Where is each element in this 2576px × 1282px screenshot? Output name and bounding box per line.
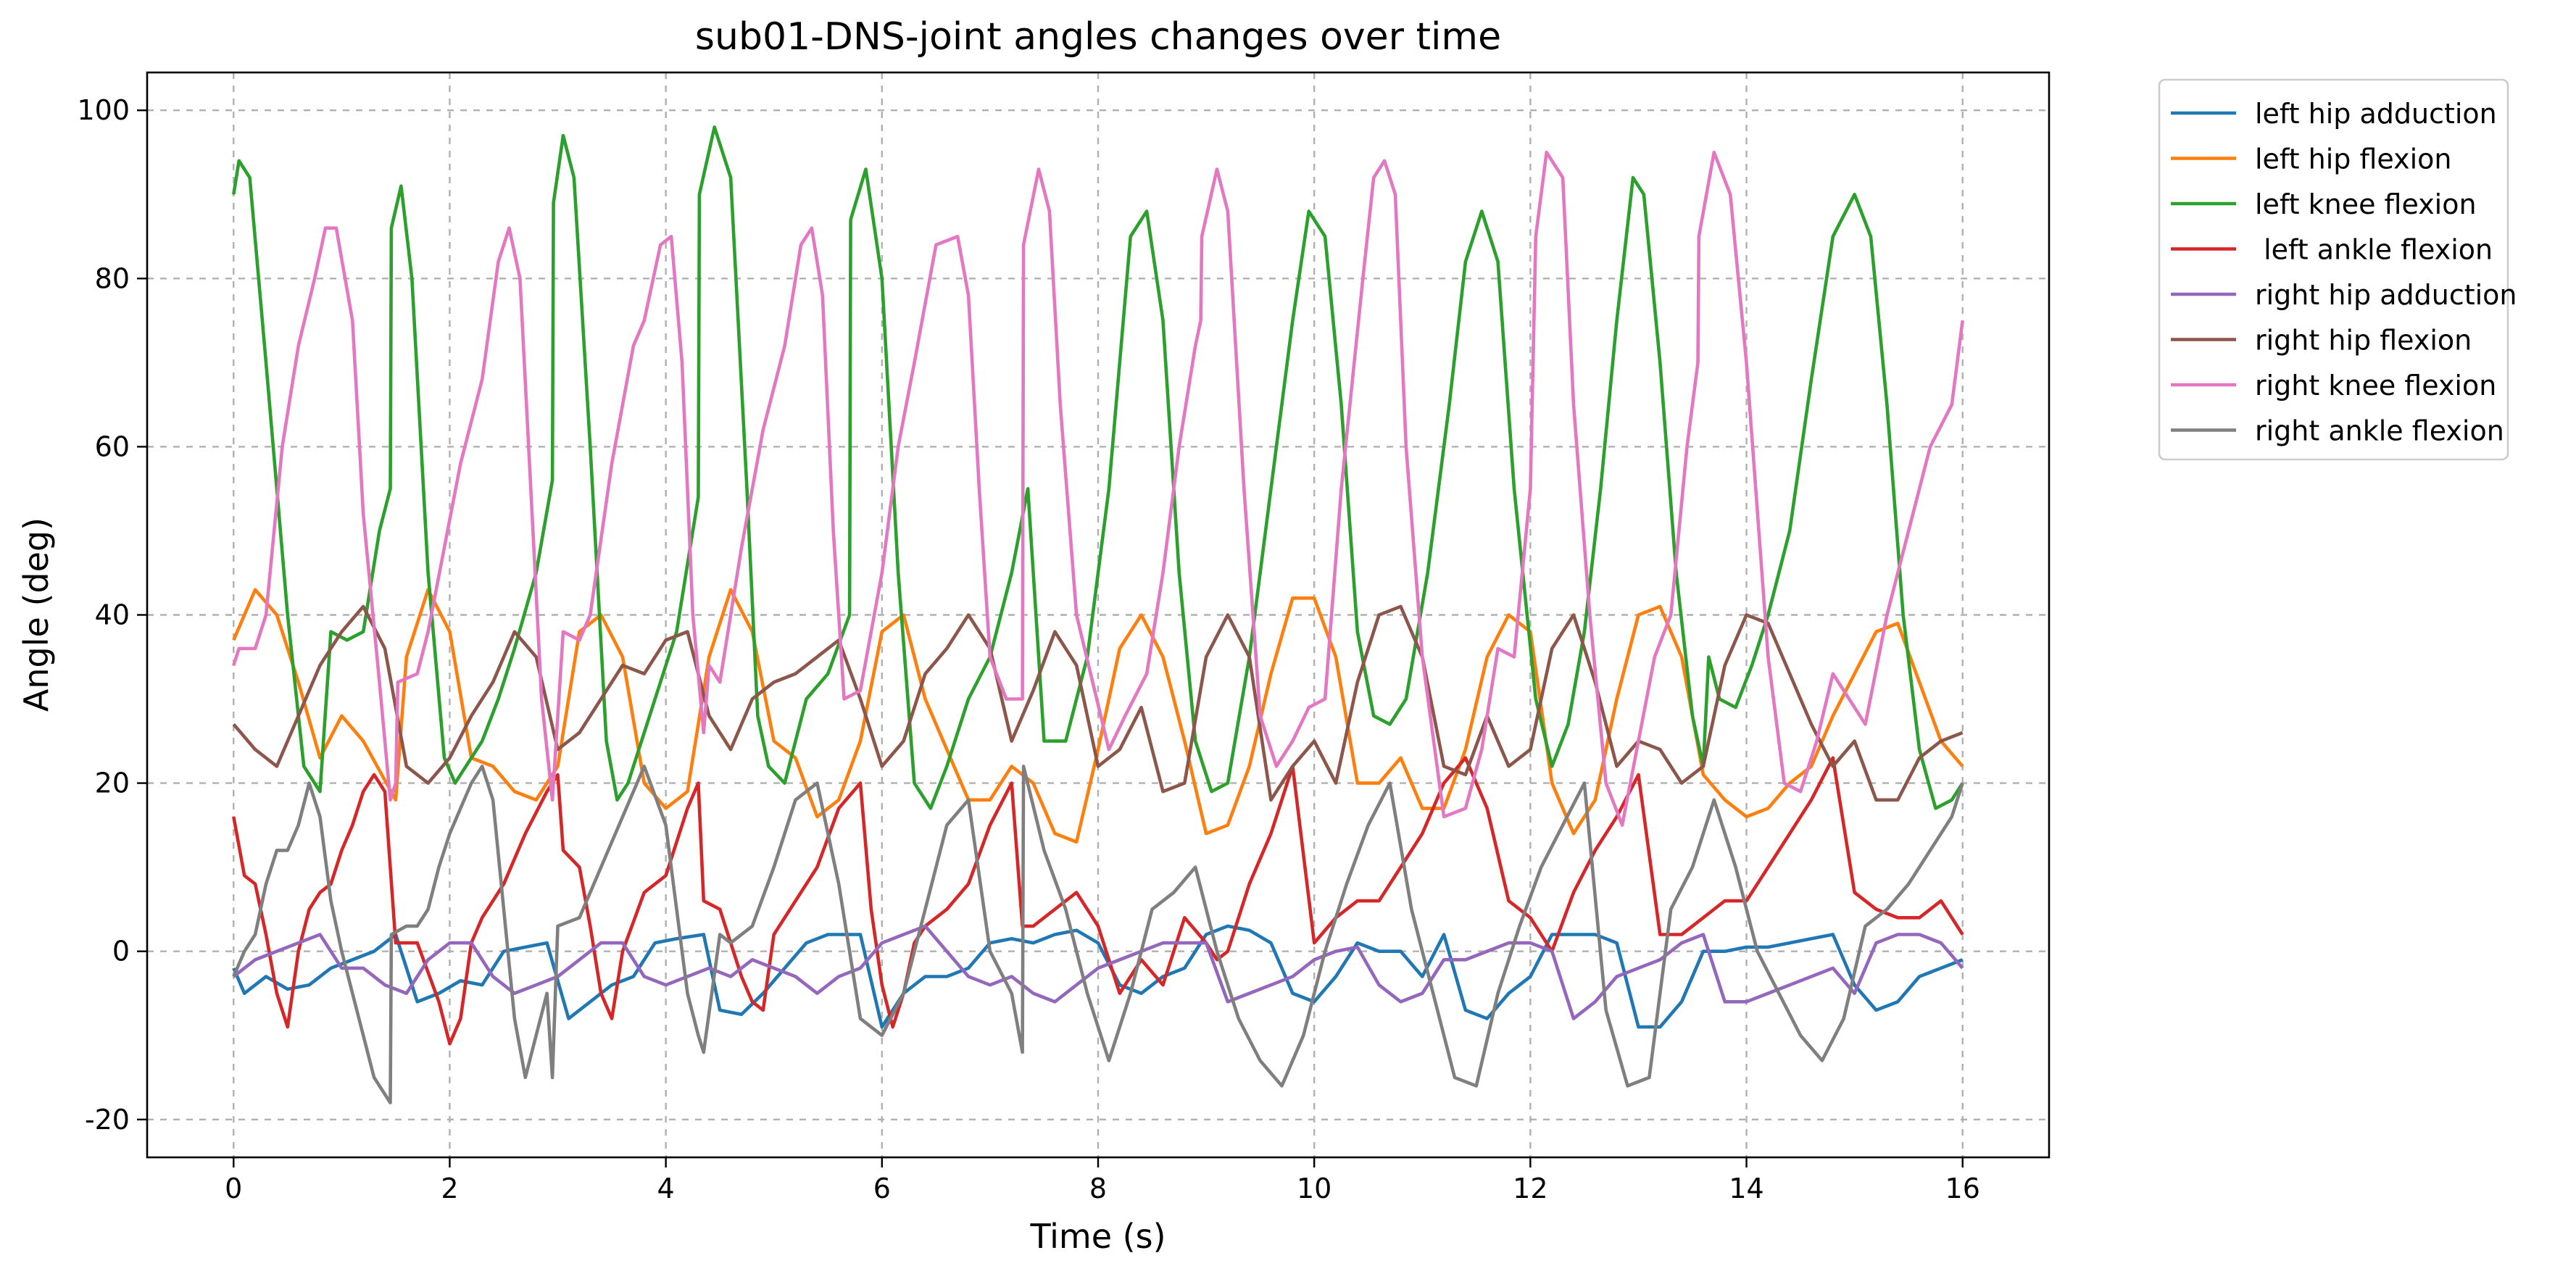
x-tick-label: 12 — [1513, 1173, 1547, 1204]
series-line-left-ankle-flexion — [232, 756, 1964, 1046]
series-line-left-hip-adduction — [232, 924, 1964, 1029]
legend-frame — [2158, 78, 2509, 461]
legend-label-right-knee-flexion: right knee flexion — [2255, 370, 2496, 401]
y-tick-label: 20 — [95, 767, 130, 799]
legend-label-left-ankle-flexion: left ankle flexion — [2255, 234, 2493, 266]
y-tick-label: -20 — [85, 1104, 130, 1136]
legend: left hip adduction left hip flexion left k… — [2158, 78, 2517, 461]
x-tick-label: 0 — [225, 1173, 242, 1204]
series-line-right-hip-flexion — [232, 604, 1964, 802]
y-tick-label: 40 — [95, 599, 130, 631]
x-tick-label: 4 — [657, 1173, 675, 1204]
legend-label-left-hip-adduction: left hip adduction — [2255, 98, 2497, 130]
tick-layer: 0 2 4 6 8 10 12 14 16 -20 0 20 40 60 80 100 — [77, 94, 1979, 1204]
legend-label-right-hip-adduction: right hip adduction — [2255, 279, 2517, 311]
x-tick-label: 2 — [441, 1173, 458, 1204]
series-line-left-hip-flexion — [232, 588, 1964, 844]
series-line-right-knee-flexion — [232, 150, 1964, 827]
legend-label-right-ankle-flexion: right ankle flexion — [2255, 415, 2504, 447]
series-line-right-hip-adduction — [232, 924, 1964, 1020]
y-tick-label: 100 — [77, 94, 130, 126]
legend-entries: left hip adduction left hip flexion left k… — [2171, 98, 2517, 447]
legend-label-left-knee-flexion: left knee flexion — [2255, 188, 2477, 220]
series-layer — [232, 125, 1964, 1104]
x-axis-label: Time (s) — [1029, 1217, 1166, 1256]
legend-label-right-hip-flexion: right hip flexion — [2255, 325, 2472, 357]
chart-title: sub01-DNS-joint angles changes over time — [695, 15, 1501, 59]
series-line-right-ankle-flexion — [232, 765, 1964, 1104]
x-tick-label: 6 — [873, 1173, 891, 1204]
x-tick-label: 8 — [1089, 1173, 1107, 1204]
legend-label-left-hip-flexion: left hip flexion — [2255, 143, 2452, 175]
x-tick-label: 16 — [1945, 1173, 1980, 1204]
x-tick-label: 10 — [1297, 1173, 1331, 1204]
y-tick-label: 0 — [112, 936, 130, 967]
y-axis-label: Angle (deg) — [17, 517, 56, 712]
y-tick-label: 80 — [95, 262, 130, 294]
y-tick-label: 60 — [95, 430, 130, 462]
series-line-left-knee-flexion — [232, 125, 1964, 810]
x-tick-label: 14 — [1729, 1173, 1763, 1204]
